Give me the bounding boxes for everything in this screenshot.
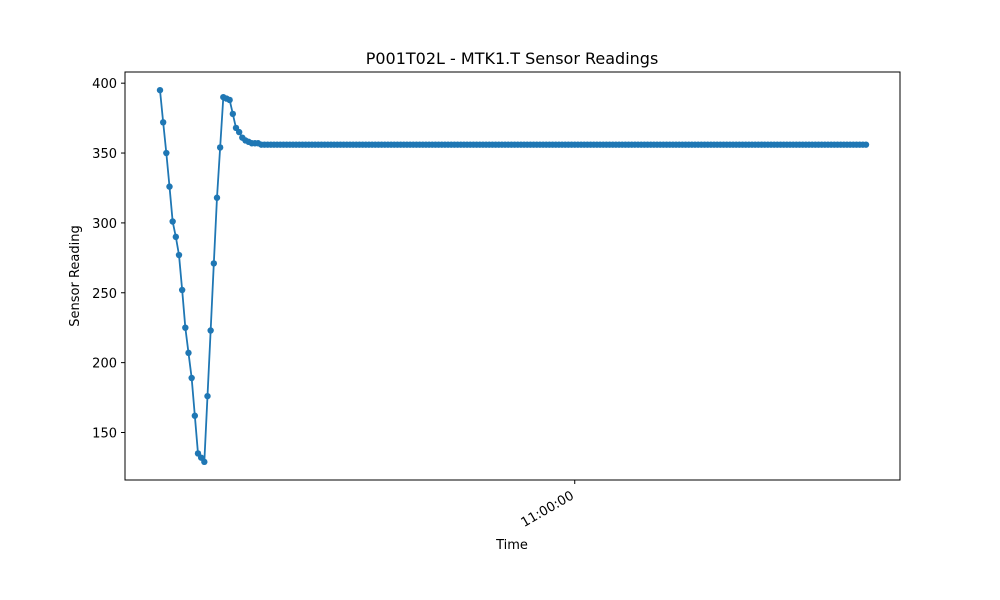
y-tick-label: 150 <box>92 426 117 441</box>
data-point <box>235 128 243 136</box>
y-tick-label: 400 <box>92 77 117 92</box>
data-point <box>185 349 192 357</box>
data-point <box>862 141 870 148</box>
x-tick-label: 11:00:00 <box>519 488 577 530</box>
data-point <box>166 183 173 190</box>
data-point <box>213 194 221 201</box>
y-axis-title: Sensor Reading <box>68 225 83 326</box>
x-axis: 11:00:00 <box>519 480 577 531</box>
x-axis-title: Time <box>495 538 528 553</box>
data-point <box>169 218 176 225</box>
data-point <box>207 327 214 334</box>
data-point <box>178 286 186 294</box>
series-group <box>156 86 870 466</box>
chart-title: P001T02L - MTK1.T Sensor Readings <box>366 49 659 68</box>
data-point <box>188 374 195 382</box>
data-point <box>156 86 164 94</box>
data-point <box>159 119 167 126</box>
data-point <box>172 233 180 241</box>
data-point <box>229 110 237 118</box>
y-tick-label: 300 <box>92 217 117 232</box>
data-point <box>191 412 199 419</box>
data-point <box>210 260 218 267</box>
data-point <box>204 392 211 400</box>
data-point <box>163 149 170 157</box>
y-tick-label: 200 <box>92 357 117 372</box>
y-tick-label: 350 <box>92 147 117 162</box>
data-point <box>216 144 224 151</box>
data-point <box>175 251 183 259</box>
data-point <box>226 96 233 104</box>
data-point <box>201 458 208 466</box>
data-point <box>182 324 189 331</box>
y-tick-label: 250 <box>92 287 117 302</box>
plot-area <box>124 71 901 481</box>
y-axis: 150 200 250 300 350 400 <box>92 77 125 441</box>
